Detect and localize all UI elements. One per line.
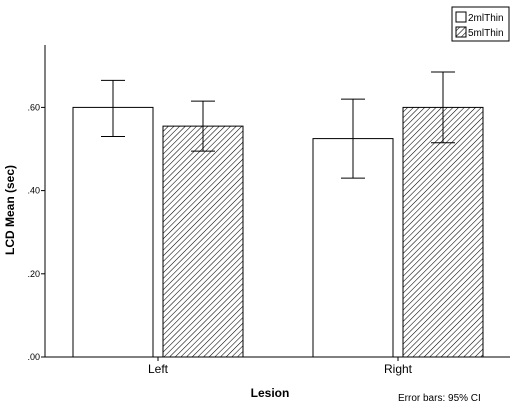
plot-area	[72, 71, 484, 358]
y-tick-label: .20	[27, 269, 40, 279]
x-tick-label: Left	[148, 362, 169, 376]
y-tick-label: .40	[27, 186, 40, 196]
error-bar-5mlthin-left	[191, 100, 215, 152]
bar-5mlthin-right	[402, 106, 484, 358]
legend-label-5mlthin: 5mlThin	[468, 28, 504, 39]
y-axis-title: LCD Mean (sec)	[3, 165, 17, 255]
bar-2mlthin-left	[72, 106, 154, 358]
legend-label-2mlthin: 2mlThin	[468, 13, 504, 24]
y-tick-label: .60	[27, 102, 40, 112]
x-axis: Left Right	[45, 356, 510, 376]
y-axis: .00 .20 .40 .60	[27, 45, 46, 362]
x-tick-label: Right	[384, 362, 413, 376]
x-axis-title: Lesion	[251, 386, 290, 400]
legend-swatch-5mlthin	[455, 26, 467, 38]
legend-swatch-2mlthin	[455, 11, 467, 23]
y-tick-label: .00	[27, 352, 40, 362]
bar-5mlthin-left	[162, 125, 244, 358]
error-bar-2mlthin-right	[341, 98, 365, 179]
error-bar-2mlthin-left	[101, 79, 125, 138]
legend: 2mlThin 5mlThin	[451, 6, 510, 42]
error-bar-5mlthin-right	[431, 71, 455, 144]
error-bar-note: Error bars: 95% CI	[398, 393, 481, 404]
